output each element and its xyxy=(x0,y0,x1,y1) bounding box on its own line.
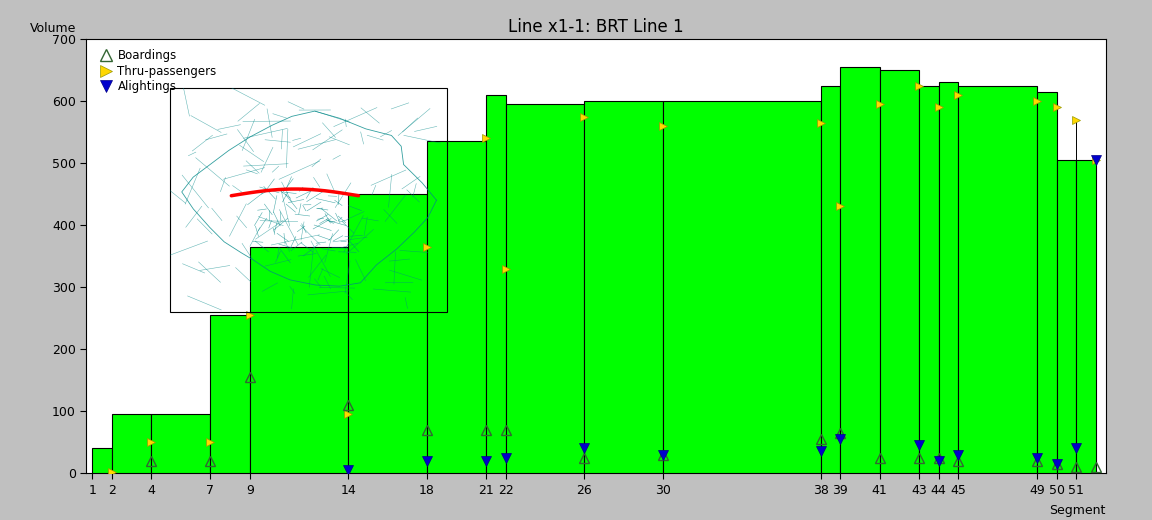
Bar xyxy=(584,101,664,473)
Bar xyxy=(939,82,958,473)
Title: Line x1-1: BRT Line 1: Line x1-1: BRT Line 1 xyxy=(508,18,684,36)
Bar xyxy=(112,414,151,473)
Bar xyxy=(506,104,584,473)
Bar xyxy=(958,85,1037,473)
Bar xyxy=(1056,160,1076,473)
Text: Segment: Segment xyxy=(1049,503,1106,516)
Bar xyxy=(427,141,486,473)
Bar xyxy=(211,315,250,473)
Bar xyxy=(919,85,939,473)
Bar xyxy=(486,95,506,473)
Bar xyxy=(880,70,919,473)
Bar xyxy=(664,101,820,473)
Bar xyxy=(348,194,427,473)
Bar xyxy=(840,67,880,473)
Bar xyxy=(92,448,112,473)
Bar xyxy=(1037,92,1056,473)
Bar xyxy=(151,414,211,473)
Bar xyxy=(1076,160,1096,473)
Text: Volume: Volume xyxy=(30,22,77,35)
Legend: Boardings, Thru-passengers, Alightings: Boardings, Thru-passengers, Alightings xyxy=(98,47,219,96)
Bar xyxy=(820,85,840,473)
Bar xyxy=(250,247,348,473)
